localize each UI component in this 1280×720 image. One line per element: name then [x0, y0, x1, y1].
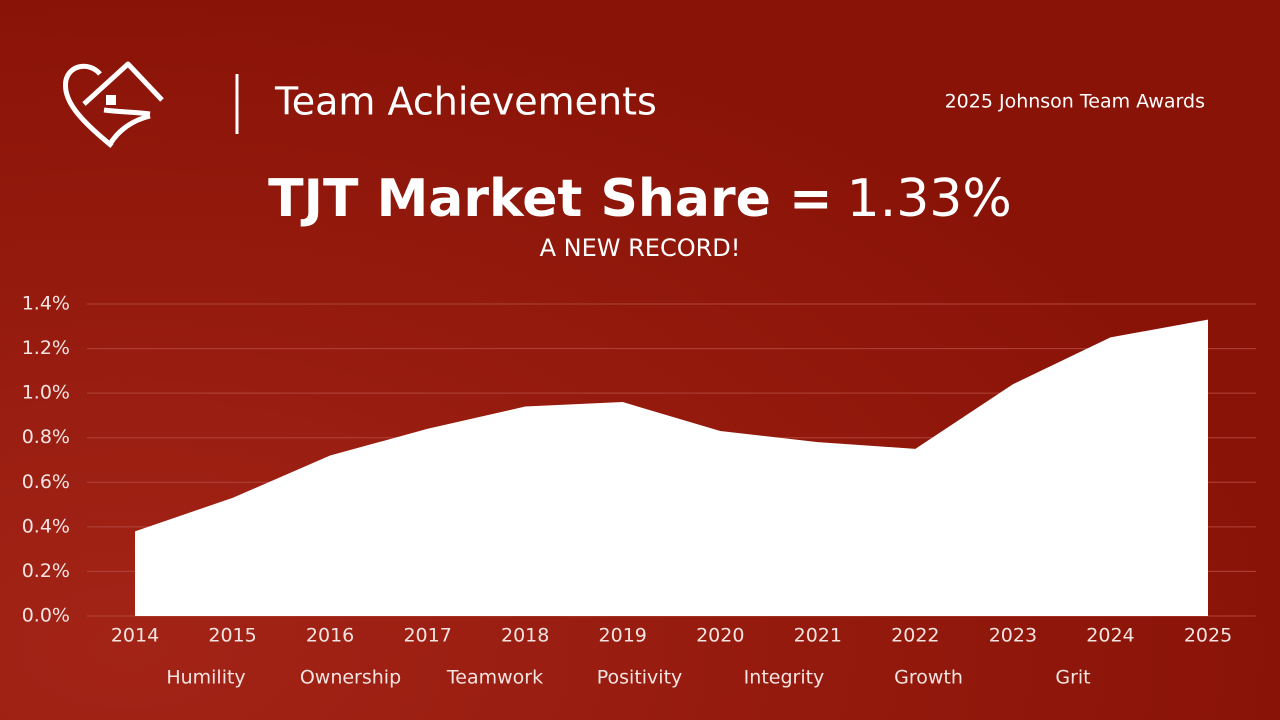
- core-value-label: Growth: [894, 667, 963, 689]
- y-tick-label: 0.4%: [22, 515, 70, 537]
- x-tick-label: 2018: [501, 625, 549, 647]
- core-value-label: Grit: [1055, 667, 1090, 689]
- header-title: Team Achievements: [274, 80, 657, 124]
- chart-title: TJT Market Share = 1.33%: [268, 169, 1012, 229]
- x-tick-label: 2019: [599, 625, 647, 647]
- core-value-label: Ownership: [300, 667, 401, 689]
- logo: [62, 61, 164, 148]
- x-tick-label: 2020: [696, 625, 744, 647]
- y-tick-label: 1.2%: [22, 337, 70, 359]
- chart-subtitle: A NEW RECORD!: [540, 234, 741, 262]
- y-tick-label: 0.0%: [22, 605, 70, 627]
- x-tick-label: 2015: [208, 625, 256, 647]
- event-name: 2025 Johnson Team Awards: [945, 91, 1205, 113]
- x-tick-label: 2016: [306, 625, 354, 647]
- y-tick-label: 1.4%: [22, 293, 70, 315]
- x-tick-label: 2024: [1086, 625, 1134, 647]
- y-tick-label: 1.0%: [22, 382, 70, 404]
- x-tick-label: 2023: [989, 625, 1037, 647]
- y-tick-label: 0.2%: [22, 560, 70, 582]
- core-value-label: Positivity: [597, 667, 683, 689]
- x-tick-label: 2025: [1184, 625, 1232, 647]
- core-value-label: Integrity: [744, 667, 825, 689]
- core-value-label: Humility: [166, 667, 245, 689]
- headline-value: 1.33%: [847, 169, 1012, 229]
- y-tick-label: 0.6%: [22, 471, 70, 493]
- x-tick-label: 2021: [794, 625, 842, 647]
- y-tick-label: 0.8%: [22, 426, 70, 448]
- area: [135, 319, 1208, 616]
- title-text: TJT Market Share =: [268, 169, 832, 229]
- x-tick-label: 2014: [111, 625, 159, 647]
- x-tick-label: 2017: [403, 625, 451, 647]
- core-value-label: Teamwork: [446, 667, 543, 689]
- x-tick-label: 2022: [891, 625, 939, 647]
